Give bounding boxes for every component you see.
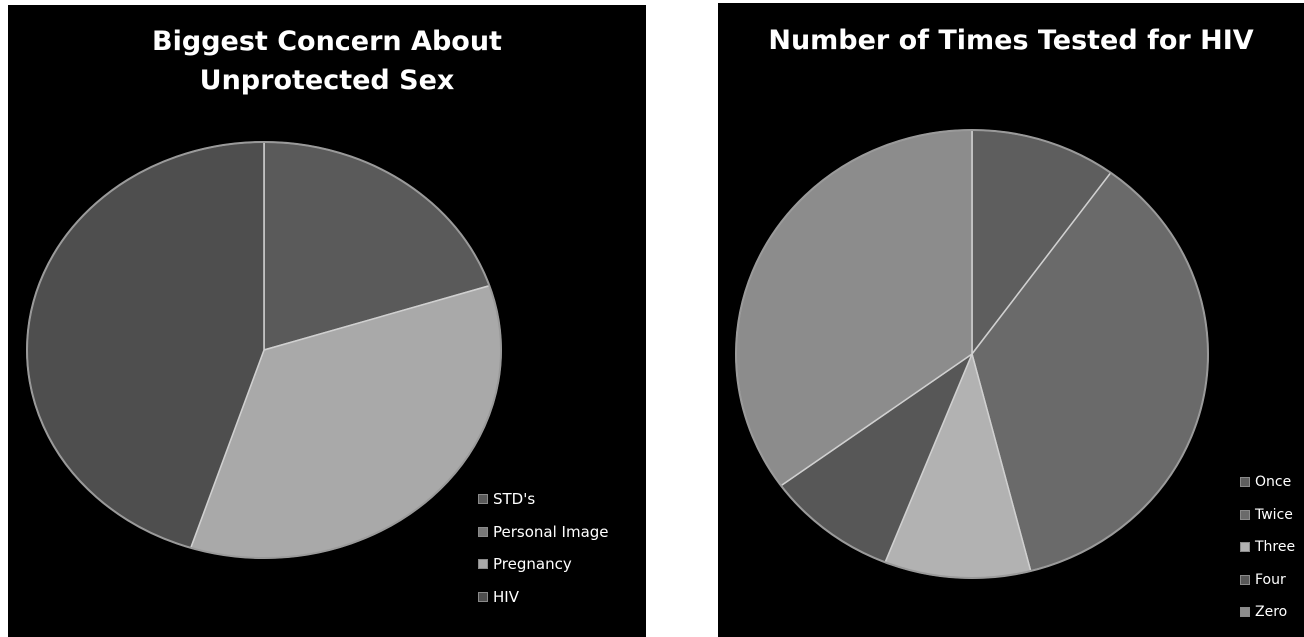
legend-item: Personal Image bbox=[478, 516, 609, 549]
legend-item: Pregnancy bbox=[478, 548, 609, 581]
chart-title-line: Biggest Concern About bbox=[152, 26, 502, 57]
legend-item: Twice bbox=[1240, 499, 1295, 532]
legend-swatch bbox=[1240, 542, 1250, 553]
legend-label: Four bbox=[1255, 571, 1286, 588]
pie-chart-concern bbox=[26, 141, 502, 559]
legend-label: Personal Image bbox=[493, 522, 609, 541]
legend-item: Zero bbox=[1240, 596, 1295, 629]
legend-label: Once bbox=[1255, 474, 1292, 491]
pie-outline bbox=[26, 141, 502, 559]
legend-label: Pregnancy bbox=[493, 555, 572, 574]
legend: Once Twice Three Four Zero bbox=[1240, 466, 1295, 629]
chart-title-line: Unprotected Sex bbox=[199, 65, 455, 96]
legend-label: Three bbox=[1255, 539, 1296, 556]
chart-panel-concern: Biggest Concern About Unprotected Sex ST… bbox=[8, 5, 646, 637]
legend-item: HIV bbox=[478, 581, 609, 614]
chart-title: Number of Times Tested for HIV bbox=[718, 21, 1304, 60]
legend-swatch bbox=[1240, 607, 1250, 618]
legend-swatch bbox=[478, 526, 488, 537]
legend-label: Twice bbox=[1255, 506, 1293, 523]
legend-swatch bbox=[1240, 509, 1250, 520]
legend-swatch bbox=[1240, 574, 1250, 585]
legend-swatch bbox=[478, 494, 488, 505]
legend-label: HIV bbox=[493, 588, 519, 607]
pie-chart-hiv-tests bbox=[735, 129, 1209, 579]
legend-label: STD's bbox=[493, 490, 536, 509]
legend-item: STD's bbox=[478, 483, 609, 516]
pie-outline bbox=[735, 129, 1209, 579]
legend-item: Four bbox=[1240, 564, 1295, 597]
chart-panel-hiv-tests: Number of Times Tested for HIV Once Twic… bbox=[718, 3, 1304, 637]
legend-label: Zero bbox=[1255, 604, 1288, 621]
legend-swatch bbox=[478, 592, 488, 603]
legend: STD's Personal Image Pregnancy HIV bbox=[478, 483, 609, 613]
legend-swatch bbox=[1240, 477, 1250, 488]
legend-item: Once bbox=[1240, 466, 1295, 499]
legend-item: Three bbox=[1240, 531, 1295, 564]
chart-title-line: Number of Times Tested for HIV bbox=[768, 25, 1254, 56]
chart-title: Biggest Concern About Unprotected Sex bbox=[8, 22, 646, 100]
legend-swatch bbox=[478, 559, 488, 570]
